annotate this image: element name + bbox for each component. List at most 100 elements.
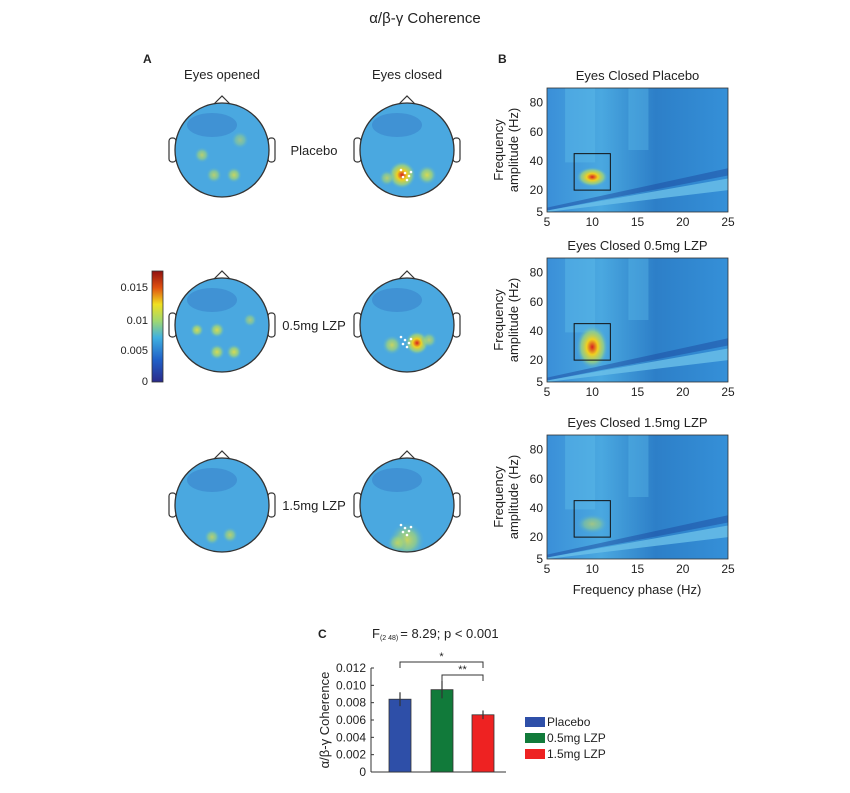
electrode-marker (409, 337, 413, 341)
colorbar-tick: 0 (142, 376, 148, 388)
legend-label: 0.5mg LZP (547, 731, 606, 745)
x-tick-label: 15 (631, 215, 645, 229)
y-tick-label: 20 (530, 530, 544, 544)
row-label-placebo: Placebo (291, 143, 338, 158)
y-axis-label-line1: Frequency (491, 119, 506, 181)
map-hotspot (379, 170, 395, 186)
y-tick-label: 0.012 (336, 661, 366, 675)
topoplot-head (168, 270, 276, 373)
x-tick-label: 5 (544, 385, 551, 399)
map-low-region (187, 113, 237, 137)
map-hotspot (421, 332, 437, 348)
harmonic-streak-dark (547, 168, 728, 211)
y-tick-label: 60 (530, 295, 544, 309)
roi-box (573, 153, 611, 191)
y-axis-label-line2: amplitude (Hz) (506, 108, 521, 193)
y-tick-label: 0.008 (336, 696, 366, 710)
y-tick-label: 60 (530, 472, 544, 486)
topoplot-head (168, 450, 276, 553)
electrode-marker (403, 338, 407, 342)
heatmap-band (628, 435, 649, 497)
x-tick-label: 15 (631, 385, 645, 399)
electrode-marker (403, 171, 407, 175)
comodulogram: Eyes Closed 0.5mg LZP 5 10 15 20 25 5 20 40 60 80 F… (491, 238, 735, 399)
x-tick-label: 10 (586, 215, 600, 229)
y-tick-label: 40 (530, 324, 544, 338)
bar-0 (388, 698, 412, 773)
electrode-marker (403, 526, 407, 530)
head-outline (359, 277, 455, 373)
heatmap-band (565, 88, 596, 163)
map-hotspot (226, 167, 242, 183)
roi-box (573, 323, 611, 361)
map-hotspot (209, 322, 225, 338)
y-tick-label: 20 (530, 183, 544, 197)
harmonic-streak (547, 525, 728, 559)
topoplot-head (353, 270, 461, 373)
electrode-marker (405, 533, 409, 537)
electrode-marker (401, 175, 405, 179)
y-tick-label: 5 (536, 375, 543, 389)
nose-outline (213, 450, 231, 460)
chart-title: F(2 48) = 8.29; p < 0.001 (372, 626, 499, 642)
head-outline (174, 457, 270, 553)
x-tick-label: 25 (721, 385, 735, 399)
topoplot-map (175, 103, 269, 197)
map-hotspot (209, 344, 225, 360)
map-hotspot (204, 529, 220, 545)
bar-1 (430, 689, 454, 773)
map-hotspot (417, 165, 437, 185)
topoplot-map (360, 278, 454, 372)
map-hotspot (194, 147, 210, 163)
comodulogram-grid: Eyes Closed Placebo 5 10 15 20 25 5 20 40 60 80 Fre… (491, 68, 735, 576)
head-outline (174, 102, 270, 198)
heatmap-band (628, 88, 649, 150)
y-tick-label: 0.010 (336, 678, 366, 692)
x-tick-label: 20 (676, 385, 690, 399)
y-tick-label: 40 (530, 154, 544, 168)
significance-bracket (441, 674, 484, 681)
harmonic-streak (547, 348, 728, 382)
map-low-region (372, 113, 422, 137)
heatmap-band (565, 435, 596, 510)
title-subscript: (2 48) (380, 635, 398, 642)
electrode-marker (405, 178, 409, 182)
column-label-eyes-opened: Eyes opened (184, 67, 260, 82)
coherence-peak (576, 324, 609, 369)
y-tick-label: 80 (530, 443, 544, 457)
map-hotspot (206, 167, 222, 183)
topoplot-map (175, 278, 269, 372)
comodulogram-xlabel: Frequency phase (Hz) (573, 582, 702, 597)
head-outline (359, 457, 455, 553)
y-tick-label: 0 (359, 765, 366, 779)
legend-swatch (525, 749, 545, 759)
significance-star: ** (458, 664, 467, 676)
panel-a-label: A (143, 52, 152, 66)
electrode-marker (405, 345, 409, 349)
nose-outline (398, 95, 416, 105)
significance-star: * (439, 651, 444, 663)
y-tick-label: 0.004 (336, 730, 366, 744)
significance-bracket (399, 661, 484, 668)
bar-chart: C F(2 48) = 8.29; p < 0.001 0.012 0.010 0.008… (317, 626, 606, 779)
x-tick-label: 5 (544, 562, 551, 576)
harmonic-streak-dark (547, 338, 728, 381)
y-axis-label-line2: amplitude (Hz) (506, 278, 521, 363)
electrode-marker (399, 523, 403, 527)
title-rest: = 8.29; p < 0.001 (400, 626, 498, 641)
head-outline (174, 277, 270, 373)
map-low-region (372, 288, 422, 312)
legend-swatch (525, 733, 545, 743)
map-low-region (372, 468, 422, 492)
legend-label: 1.5mg LZP (547, 747, 606, 761)
colorbar-tick: 0.01 (127, 315, 148, 327)
y-axis-label-line2: amplitude (Hz) (506, 455, 521, 540)
y-tick-label: 80 (530, 266, 544, 280)
topoplot-head (353, 450, 461, 553)
roi-box (573, 500, 611, 538)
y-tick-label: 5 (536, 205, 543, 219)
map-low-region (187, 288, 237, 312)
comodulogram: Eyes Closed 1.5mg LZP 5 10 15 20 25 5 20 40 60 80 F… (491, 415, 735, 576)
topoplot-head (168, 95, 276, 198)
